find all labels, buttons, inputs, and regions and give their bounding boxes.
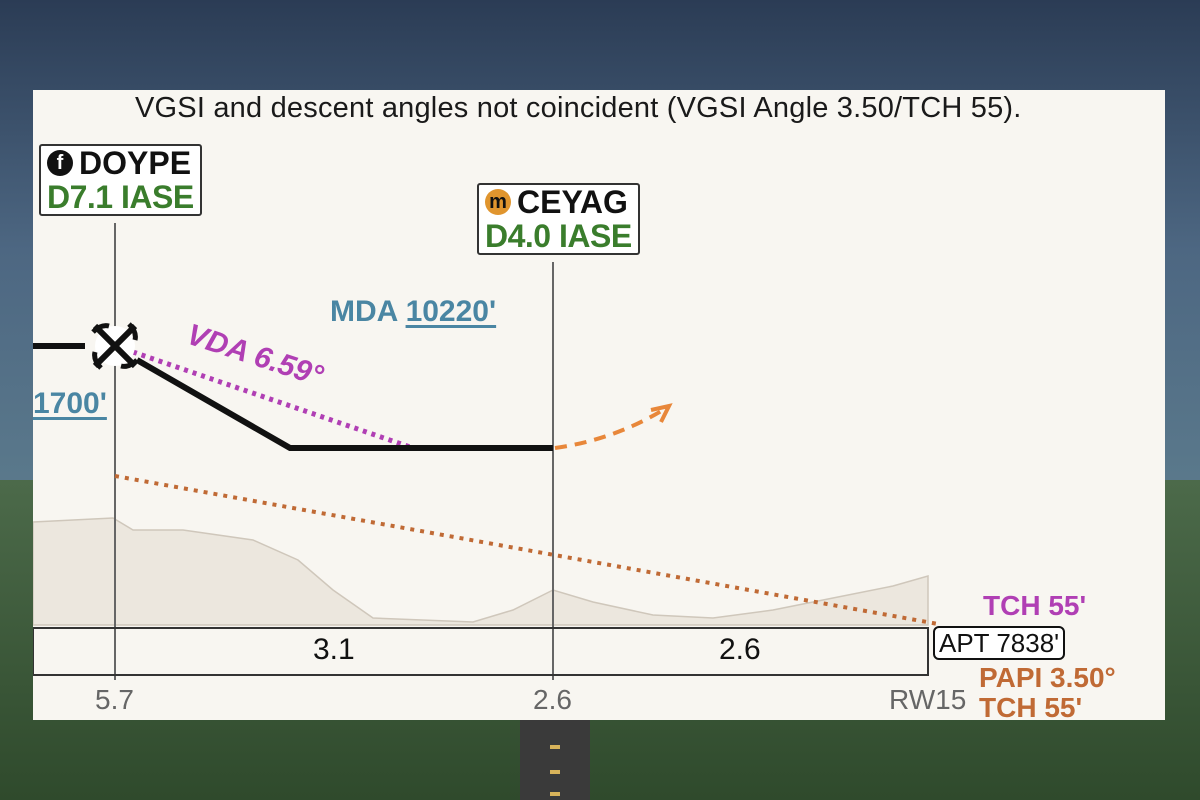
- tch-label: TCH 55': [983, 590, 1087, 621]
- terrain-profile: [33, 517, 929, 626]
- missed-approach-path: [554, 408, 665, 450]
- fix-distance: D7.1 IASE: [47, 179, 194, 215]
- fix-name: DOYPE: [79, 145, 192, 181]
- distance-bar: [33, 627, 929, 676]
- distance-tick-label: 5.7: [95, 684, 134, 715]
- runway-label: RW15: [889, 684, 967, 715]
- fix-box-doype[interactable]: f DOYPE D7.1 IASE: [39, 144, 202, 216]
- fix-type-badge-icon: f: [47, 150, 73, 176]
- left-altitude: 1700': [33, 387, 107, 420]
- distance-tick-label: 2.6: [533, 684, 572, 715]
- fix-type-badge-icon: m: [485, 189, 511, 215]
- papi-tch-label: TCH 55': [979, 692, 1083, 720]
- missed-approach-arrowhead: [650, 403, 673, 423]
- airport-elevation-box: APT 7838': [933, 626, 1066, 660]
- segment-distance: 3.1: [313, 633, 355, 666]
- mda-label-text: MDA: [330, 295, 398, 328]
- mda-label: MDA 10220': [330, 295, 496, 329]
- vda-path: [132, 349, 414, 451]
- vgsi-notice: VGSI and descent angles not coincident (…: [135, 92, 1022, 124]
- fix-distance: D4.0 IASE: [485, 218, 632, 254]
- papi-label: PAPI 3.50°: [979, 662, 1116, 693]
- segment-distance: 2.6: [719, 633, 761, 666]
- approach-profile-panel: VGSI and descent angles not coincident (…: [33, 90, 1165, 720]
- mda-value: 10220': [405, 295, 497, 328]
- profile-chart: [33, 223, 939, 680]
- descent-profile-main: [135, 357, 553, 451]
- flyover-fix-icon: [91, 322, 139, 370]
- fix-name: CEYAG: [517, 184, 628, 220]
- fix-box-ceyag[interactable]: m CEYAG D4.0 IASE: [477, 183, 640, 255]
